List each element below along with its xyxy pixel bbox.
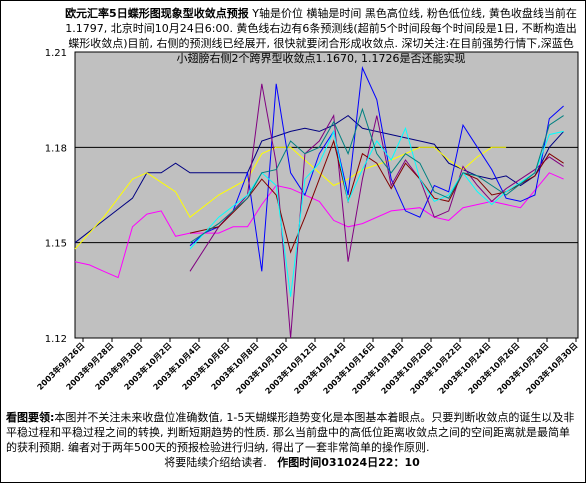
- y-tick-label-3: 1.21: [45, 48, 67, 59]
- footer-notes: 看图要领:本图并不关注未来收盘位准确数值, 1-5天蝴蝶形趋势变化是本图基本着眼…: [6, 410, 578, 470]
- x-tick-label-5: 2003年10月6日: [180, 340, 232, 392]
- chart-title: 欧元汇率5日蝶形图现象型收敛点预报: [65, 7, 249, 20]
- x-axis: 2003年9月26日2003年9月28日2003年9月30日2003年10月2日…: [35, 338, 580, 396]
- series-line-5: [189, 139, 564, 254]
- y-axis: 1.12 1.15 1.18 1.21: [45, 48, 67, 345]
- x-tick-label-0: 2003年9月26日: [35, 340, 87, 392]
- footer-time: 作图时间031024日22：10: [277, 456, 420, 469]
- x-tick-label-4: 2003年10月4日: [151, 340, 203, 392]
- x-tick-label-3: 2003年10月2日: [122, 340, 174, 392]
- x-tick-label-10: 2003年10月16日: [321, 340, 377, 396]
- y-tick-label-0: 1.12: [45, 334, 67, 345]
- chart-note: 深切关注:在目前强势行情下,深蓝色小翅膀右侧2个跨界型收敛点1.1670, 1.…: [176, 37, 574, 65]
- x-tick-label-11: 2003年10月18日: [350, 340, 406, 396]
- series-layer: [74, 66, 564, 339]
- x-tick-label-14: 2003年10月24日: [437, 340, 493, 396]
- x-tick-label-15: 2003年10月26日: [466, 340, 522, 396]
- footer-label: 看图要领:: [6, 411, 55, 424]
- x-tick-label-8: 2003年10月12日: [263, 340, 319, 396]
- x-tick-label-6: 2003年10月8日: [209, 340, 261, 392]
- chart-title-block: 欧元汇率5日蝶形图现象型收敛点预报 Y轴是价位 横轴是时间 黑色高位线, 粉色低…: [64, 6, 578, 66]
- series-line-6: [189, 126, 564, 297]
- x-tick-label-9: 2003年10月14日: [292, 340, 348, 396]
- footer-closing-line: 将要陆续介绍给读者. 作图时间031024日22：10: [6, 455, 578, 470]
- y-tick-label-2: 1.18: [45, 143, 67, 154]
- chart-description: Y轴是价位 横轴是时间 黑色高位线, 粉色低位线, 黄色收盘线当前在1.1797…: [65, 7, 577, 50]
- x-tick-label-7: 2003年10月10日: [234, 340, 290, 396]
- series-line-7: [189, 107, 564, 244]
- series-line-2: [74, 146, 507, 250]
- y-tick-label-1: 1.15: [45, 239, 67, 250]
- plot-area: [74, 51, 579, 339]
- series-line-1: [74, 172, 564, 279]
- x-tick-label-13: 2003年10月22日: [408, 340, 464, 396]
- series-line-0: [74, 114, 564, 244]
- x-tick-label-16: 2003年10月28日: [495, 340, 551, 396]
- x-tick-label-2: 2003年9月30日: [93, 340, 145, 392]
- x-tick-label-17: 2003年10月30日: [524, 340, 580, 396]
- x-tick-label-12: 2003年10月20日: [379, 340, 435, 396]
- series-line-3: [189, 66, 564, 272]
- footer-closing: 将要陆续介绍给读者.: [164, 456, 267, 469]
- footer-body: 本图并不关注未来收盘位准确数值, 1-5天蝴蝶形趋势变化是本图基本着眼点。只要判…: [6, 411, 575, 454]
- x-tick-label-1: 2003年9月28日: [64, 340, 116, 392]
